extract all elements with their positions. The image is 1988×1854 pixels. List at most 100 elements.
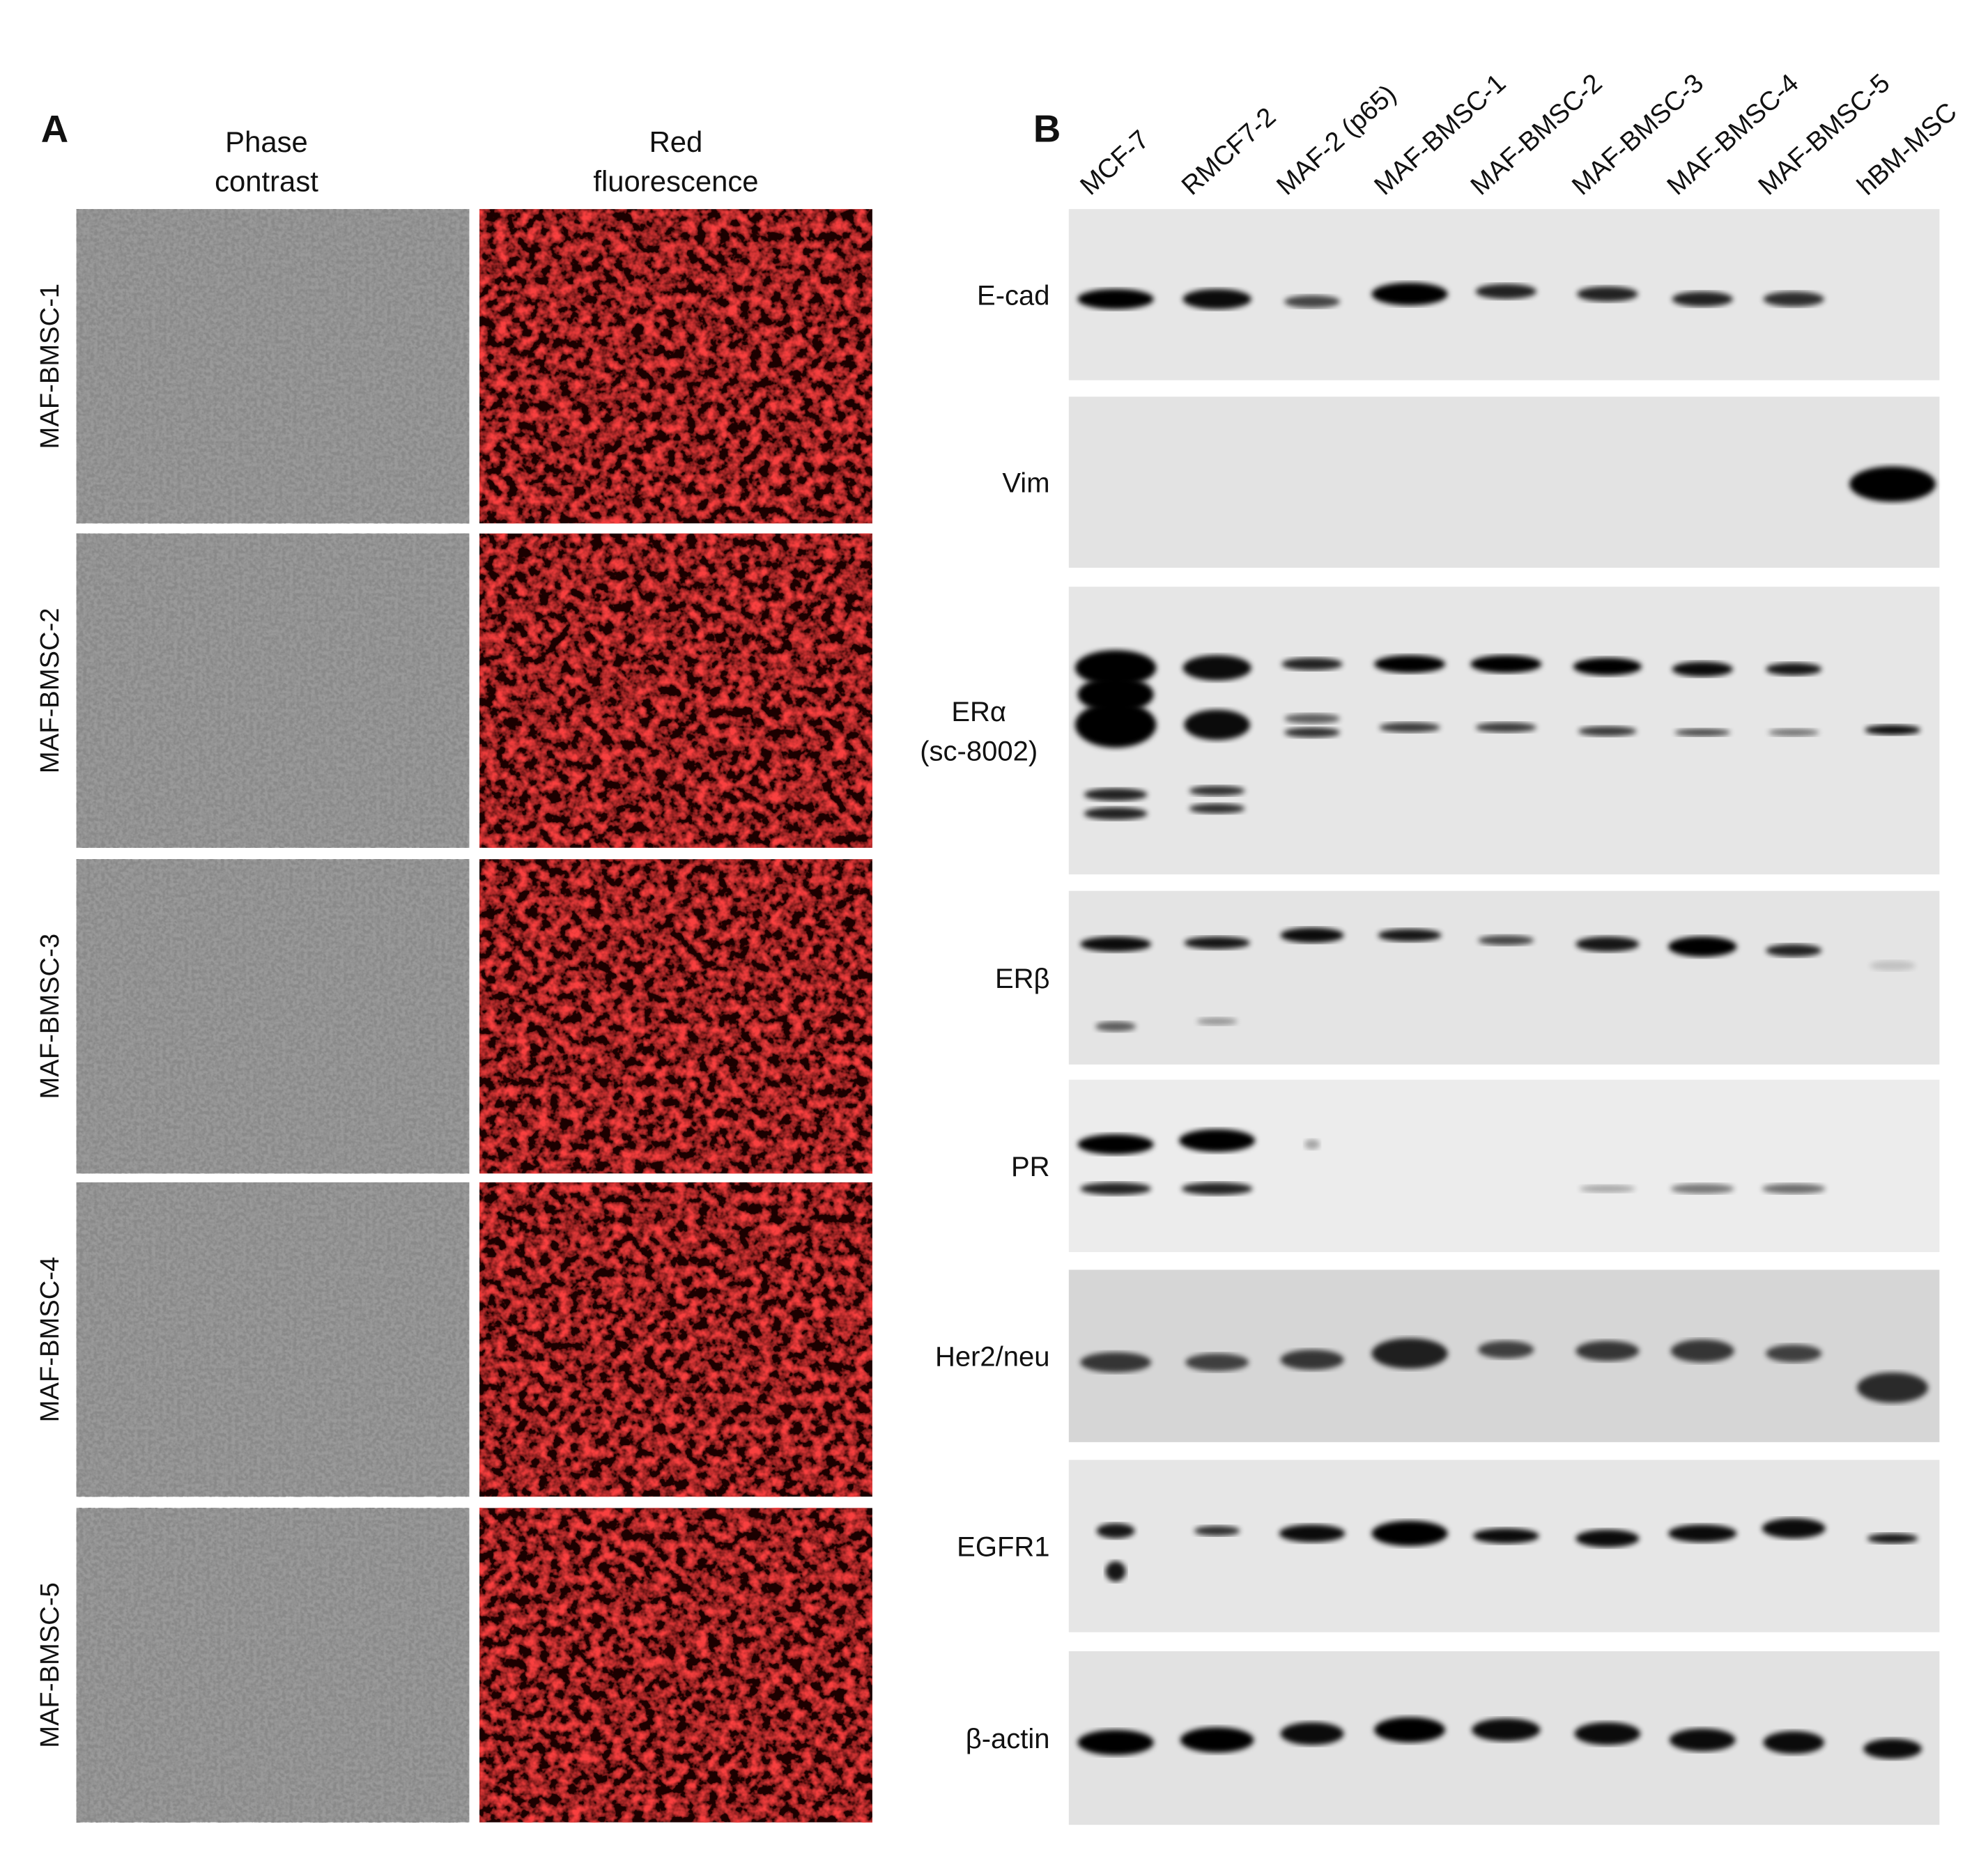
- band: [1181, 1182, 1253, 1196]
- band: [1766, 663, 1822, 676]
- fluorescence-image: [479, 209, 872, 524]
- band: [1284, 295, 1341, 308]
- band: [1379, 722, 1440, 733]
- fluorescence-image: [479, 1508, 872, 1823]
- band: [1475, 722, 1536, 733]
- band: [1077, 288, 1154, 309]
- band: [1182, 655, 1251, 681]
- band: [1766, 944, 1822, 957]
- band: [1185, 1353, 1249, 1372]
- band: [1374, 1717, 1446, 1743]
- band: [1575, 1529, 1640, 1547]
- row-label: MAF-BMSC-3: [35, 934, 65, 1099]
- band: [1668, 936, 1737, 957]
- phase-contrast-image: [76, 1508, 470, 1823]
- row-label: MAF-BMSC-4: [35, 1257, 65, 1423]
- band: [1670, 1183, 1734, 1194]
- band: [1074, 650, 1157, 686]
- band: [1574, 1722, 1641, 1745]
- band: [1579, 1184, 1635, 1193]
- blot-strip: [1068, 1460, 1940, 1632]
- band: [1371, 1338, 1448, 1369]
- phase-contrast-image: [76, 859, 470, 1174]
- band: [1577, 286, 1638, 302]
- phase-contrast-image: [76, 533, 470, 848]
- lane-label: MCF-7: [1074, 125, 1155, 201]
- band: [1279, 1524, 1346, 1543]
- band: [1763, 291, 1824, 307]
- blot-label: ERβ: [995, 964, 1050, 994]
- band: [1080, 1352, 1152, 1373]
- band: [1084, 807, 1148, 820]
- band: [1867, 1533, 1918, 1544]
- column-header: fluorescence: [593, 165, 758, 198]
- band: [1196, 1017, 1238, 1026]
- band: [1077, 1729, 1154, 1756]
- band: [1284, 727, 1341, 738]
- band: [1473, 1528, 1539, 1544]
- band: [1575, 936, 1640, 952]
- band: [1080, 1182, 1152, 1196]
- band: [1865, 725, 1921, 735]
- band: [1084, 788, 1148, 801]
- band: [1371, 282, 1448, 306]
- band: [1670, 1339, 1734, 1363]
- band: [1179, 1129, 1256, 1152]
- band: [1180, 1727, 1254, 1753]
- band: [1478, 935, 1534, 945]
- fluorescence-image: [479, 533, 872, 848]
- band: [1472, 1718, 1541, 1742]
- blot-label: E-cad: [977, 280, 1050, 311]
- band: [1672, 661, 1733, 677]
- blot-label: Vim: [1002, 468, 1049, 499]
- band: [1280, 927, 1344, 943]
- band: [1189, 785, 1245, 796]
- band: [1674, 728, 1731, 736]
- row-label: MAF-BMSC-2: [35, 608, 65, 773]
- band: [1378, 929, 1442, 942]
- band: [1096, 1523, 1135, 1539]
- band: [1672, 291, 1733, 307]
- blot-strip: [1068, 396, 1940, 568]
- fluorescence-image: [479, 859, 872, 1174]
- band: [1668, 1524, 1737, 1543]
- band: [1374, 655, 1446, 673]
- band: [1849, 466, 1936, 502]
- band: [1304, 1139, 1320, 1150]
- row-label: MAF-BMSC-5: [35, 1582, 65, 1748]
- band: [1280, 1350, 1344, 1370]
- band: [1371, 1520, 1448, 1547]
- band: [1074, 702, 1157, 748]
- column-header: Red: [649, 125, 703, 158]
- blot-label: β-actin: [966, 1724, 1050, 1754]
- band: [1281, 657, 1343, 671]
- band: [1762, 1183, 1826, 1194]
- row-label: MAF-BMSC-1: [35, 284, 65, 449]
- band: [1857, 1372, 1929, 1403]
- blot-label: EGFR1: [957, 1532, 1049, 1563]
- band: [1077, 677, 1154, 713]
- band: [1080, 936, 1152, 952]
- band: [1870, 960, 1916, 971]
- band: [1105, 1561, 1126, 1582]
- band: [1184, 709, 1250, 741]
- blot-label: ERα: [951, 697, 1006, 727]
- band: [1189, 803, 1245, 814]
- band: [1573, 657, 1642, 676]
- band: [1194, 1525, 1240, 1536]
- blot-label: Her2/neu: [935, 1342, 1050, 1373]
- band: [1768, 728, 1819, 736]
- band: [1762, 1518, 1826, 1539]
- band: [1475, 284, 1536, 300]
- panel-label: A: [41, 108, 68, 150]
- phase-contrast-image: [76, 1182, 470, 1497]
- band: [1184, 936, 1250, 950]
- band: [1478, 1341, 1534, 1359]
- band: [1766, 1344, 1822, 1363]
- band: [1575, 1341, 1640, 1361]
- band: [1863, 1738, 1922, 1759]
- fluorescence-image: [479, 1182, 872, 1497]
- blot-label: (sc-8002): [920, 736, 1038, 766]
